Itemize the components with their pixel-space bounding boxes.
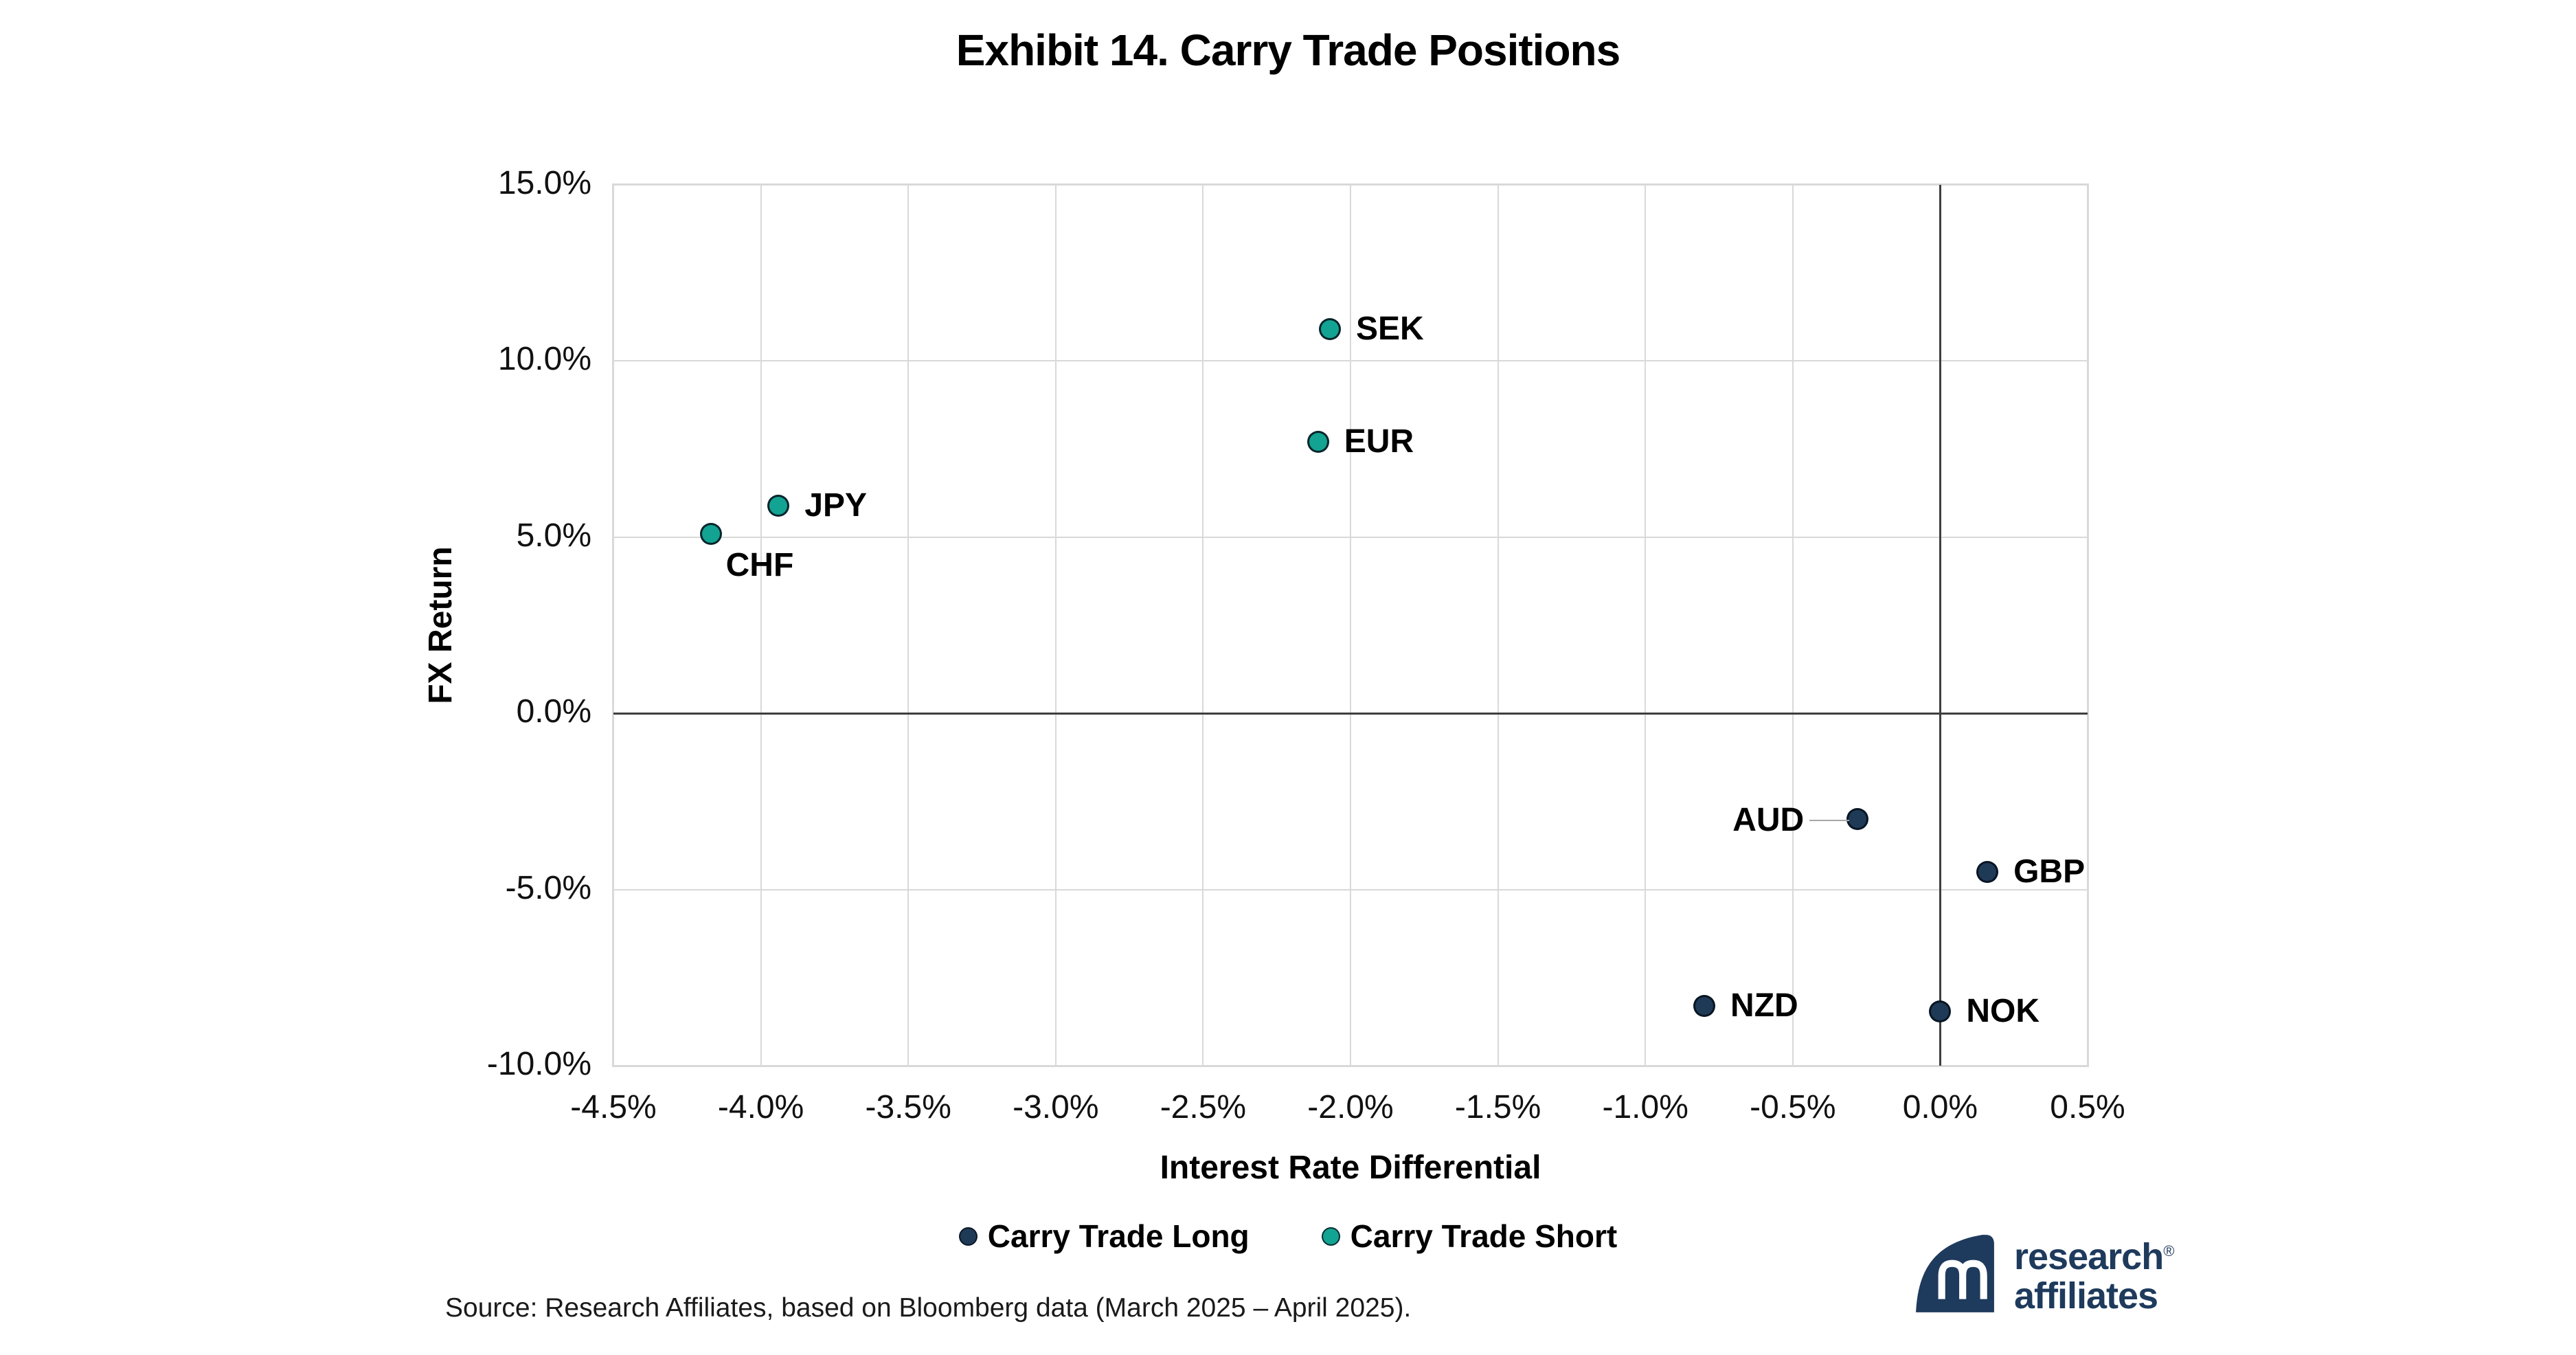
y-tick-label: 10.0%: [497, 341, 591, 378]
x-tick-label: -4.0%: [717, 1089, 804, 1126]
point-label-nzd: NZD: [1730, 987, 1798, 1024]
data-point-jpy: [767, 494, 790, 517]
gridline-vertical: [613, 185, 614, 1066]
gridline-vertical: [1350, 185, 1351, 1066]
y-tick-label: 0.0%: [516, 693, 591, 730]
data-point-nok: [1929, 1000, 1952, 1022]
gridline-vertical: [1054, 185, 1057, 1066]
ra-logo-mark-icon: [1916, 1234, 1994, 1312]
chart-title: Exhibit 14. Carry Trade Positions: [956, 25, 1620, 75]
y-tick-label: -10.0%: [486, 1046, 591, 1082]
x-tick-label: -4.5%: [570, 1089, 657, 1126]
y-axis-title: FX Return: [422, 546, 459, 704]
logo-word-research: research: [2014, 1236, 2164, 1277]
gridline-vertical: [2087, 185, 2088, 1066]
legend-item-short: Carry Trade Short: [1321, 1218, 1618, 1255]
data-point-eur: [1307, 431, 1329, 453]
point-label-aud: AUD: [1732, 802, 1805, 839]
point-label-chf: CHF: [725, 546, 794, 583]
source-note: Source: Research Affiliates, based on Bl…: [445, 1293, 1412, 1323]
x-tick-label: 0.0%: [1902, 1089, 1978, 1126]
data-point-gbp: [1976, 860, 1999, 883]
x-tick-label: -0.5%: [1750, 1089, 1836, 1126]
x-tick-label: -2.5%: [1160, 1089, 1247, 1126]
y-tick-label: -5.0%: [505, 869, 591, 906]
point-label-nok: NOK: [1966, 992, 2040, 1029]
label-leader-line: [1809, 820, 1850, 822]
logo-word-affiliates: affiliates: [2014, 1275, 2158, 1317]
x-tick-label: -2.0%: [1307, 1089, 1394, 1126]
zero-line-horizontal: [613, 712, 2088, 715]
legend-item-long: Carry Trade Long: [958, 1218, 1250, 1255]
gridline-vertical: [1792, 185, 1794, 1066]
gridline-horizontal: [613, 184, 2088, 186]
point-label-gbp: GBP: [2013, 853, 2086, 890]
point-label-sek: SEK: [1355, 311, 1424, 348]
x-tick-label: -3.0%: [1013, 1089, 1099, 1126]
x-tick-label: -1.5%: [1454, 1089, 1541, 1126]
x-tick-label: 0.5%: [2050, 1089, 2125, 1126]
gridline-horizontal: [613, 360, 2088, 362]
plot-area: AUD GBP NZD NOK CHF JPY EUR SEK: [612, 183, 2089, 1067]
legend-dot-long-icon: [958, 1227, 978, 1246]
data-point-aud: [1846, 808, 1869, 831]
data-point-nzd: [1693, 994, 1716, 1017]
y-tick-label: 5.0%: [516, 517, 591, 554]
gridline-horizontal: [613, 1065, 2088, 1066]
y-tick-label: 15.0%: [497, 165, 591, 201]
chart-legend: Carry Trade Long Carry Trade Short: [0, 1218, 2576, 1255]
logo-wordmark: research® affiliates: [2014, 1231, 2174, 1317]
point-label-jpy: JPY: [804, 486, 868, 524]
x-tick-label: -1.0%: [1602, 1089, 1688, 1126]
gridline-vertical: [907, 185, 909, 1066]
data-point-chf: [699, 522, 722, 545]
x-tick-label: -3.5%: [865, 1089, 951, 1126]
zero-line-vertical: [1939, 185, 1941, 1066]
legend-label-short: Carry Trade Short: [1350, 1218, 1618, 1254]
gridline-horizontal: [613, 536, 2088, 538]
gridline-vertical: [1497, 185, 1499, 1066]
x-axis-title: Interest Rate Differential: [1160, 1150, 1541, 1186]
point-label-eur: EUR: [1344, 423, 1414, 460]
gridline-horizontal: [613, 888, 2088, 891]
research-affiliates-logo: research® affiliates: [1914, 1231, 2174, 1317]
legend-label-long: Carry Trade Long: [987, 1218, 1250, 1254]
legend-dot-short-icon: [1321, 1227, 1340, 1246]
gridline-vertical: [1645, 185, 1647, 1066]
gridline-vertical: [1202, 185, 1204, 1066]
registered-mark: ®: [2163, 1242, 2174, 1259]
gridline-vertical: [760, 185, 762, 1066]
data-point-sek: [1318, 318, 1341, 341]
